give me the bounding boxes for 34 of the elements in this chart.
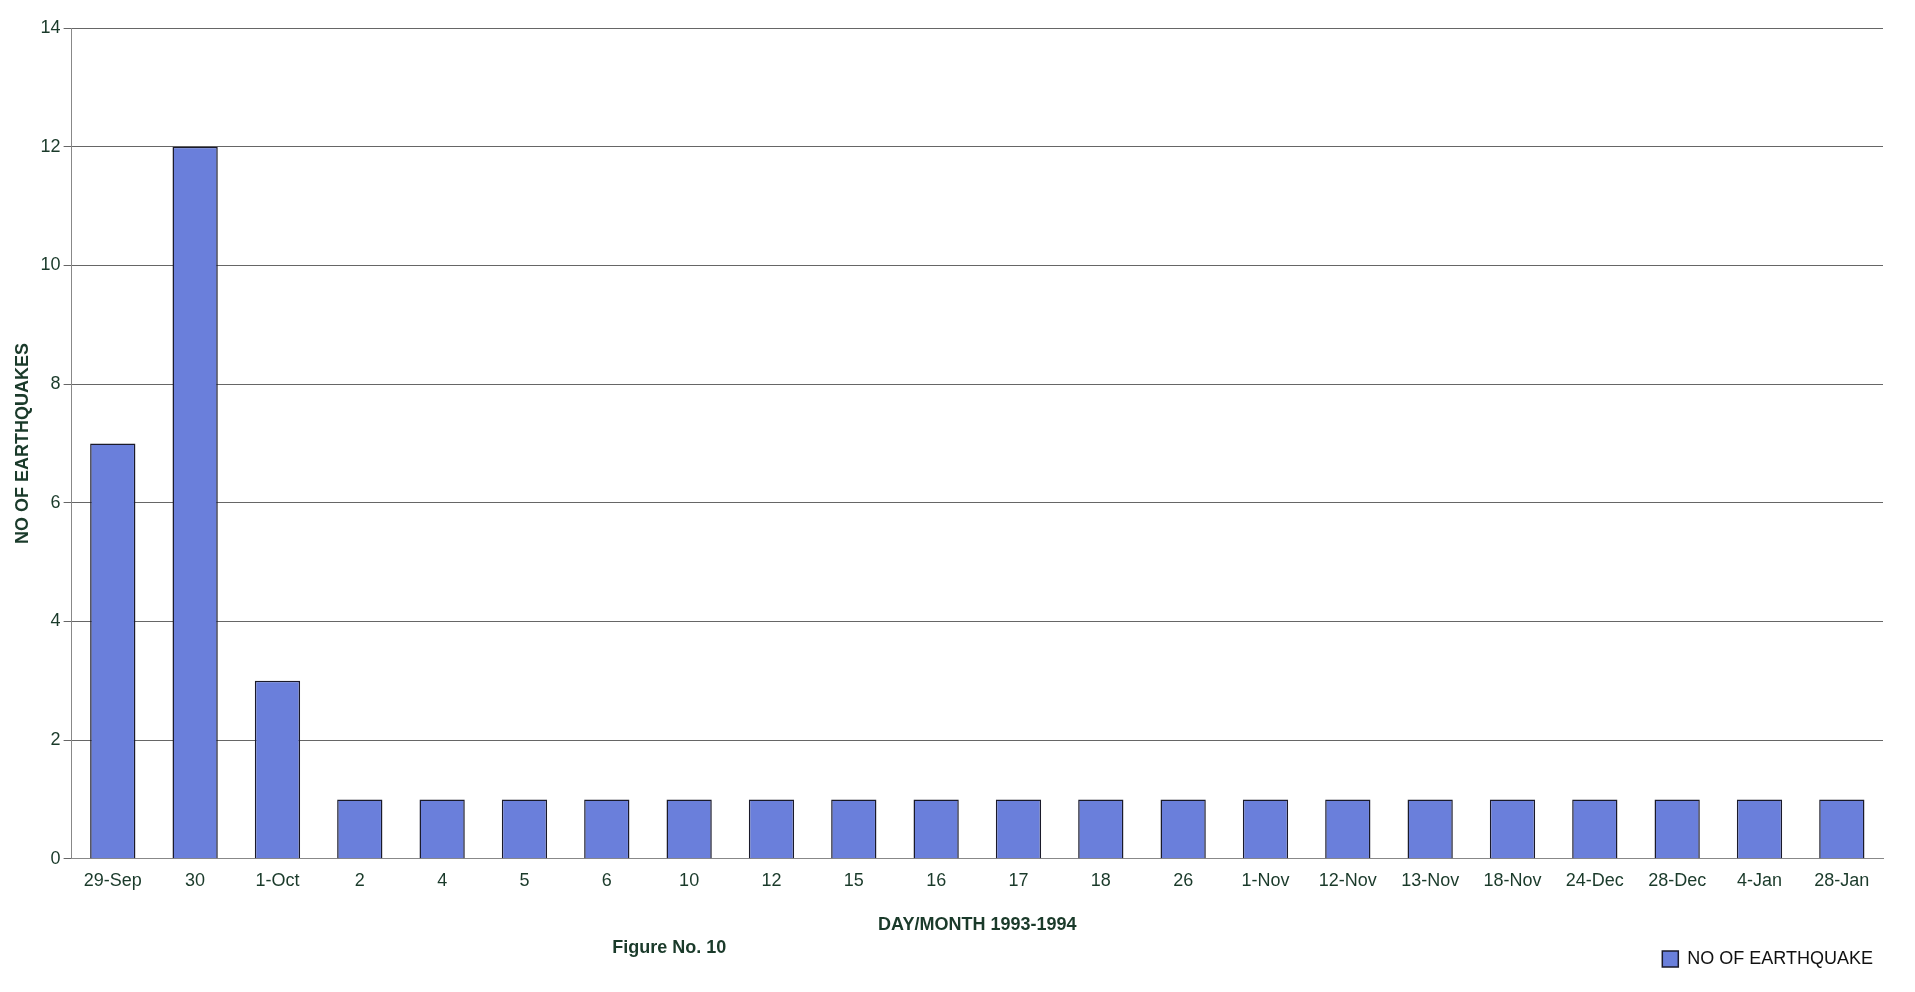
- x-tick-label: 1-Nov: [1241, 869, 1290, 890]
- x-tick-label: 2: [354, 869, 365, 890]
- text: Figure No. 10: [612, 936, 727, 957]
- x-tick-label: 16: [926, 869, 947, 890]
- x-tick-label: 26: [1173, 869, 1194, 890]
- x-tick-label: 12: [761, 869, 782, 890]
- y-axis-title: NO OF EARTHQUAKES: [11, 342, 32, 544]
- x-tick-label: 13-Nov: [1401, 869, 1460, 890]
- x-tick-label: 4: [437, 869, 448, 890]
- x-tick-label: 4-Jan: [1736, 869, 1783, 890]
- x-tick-label: 24-Dec: [1565, 869, 1624, 890]
- x-tick-label: 18-Nov: [1483, 869, 1542, 890]
- y-tick-label: 2: [50, 729, 61, 750]
- x-tick-label: 10: [679, 869, 700, 890]
- x-tick-label: 30: [185, 869, 206, 890]
- x-tick-label: 5: [519, 869, 530, 890]
- y-tick-label: 8: [50, 373, 61, 394]
- y-tick-label: 12: [40, 135, 61, 156]
- x-tick-label: 28-Jan: [1814, 869, 1870, 890]
- x-tick-label: 12-Nov: [1318, 869, 1377, 890]
- x-tick-label: 18: [1090, 869, 1111, 890]
- x-tick-label: 15: [843, 869, 864, 890]
- y-tick-label: 14: [40, 16, 61, 37]
- x-tick-label: 28-Dec: [1648, 869, 1707, 890]
- x-tick-label: 6: [601, 869, 612, 890]
- y-tick-label: 4: [50, 610, 61, 631]
- legend-label: NO OF EARTHQUAKE: [1687, 947, 1874, 968]
- y-tick-label: 10: [40, 254, 61, 275]
- y-tick-label: 6: [50, 491, 61, 512]
- y-tick-label: 0: [50, 847, 61, 868]
- x-tick-label: 1-Oct: [255, 869, 300, 890]
- x-tick-label: 29-Sep: [83, 869, 142, 890]
- x-axis-title: DAY/MONTH 1993-1994: [878, 914, 1077, 935]
- x-tick-label: 17: [1008, 869, 1029, 890]
